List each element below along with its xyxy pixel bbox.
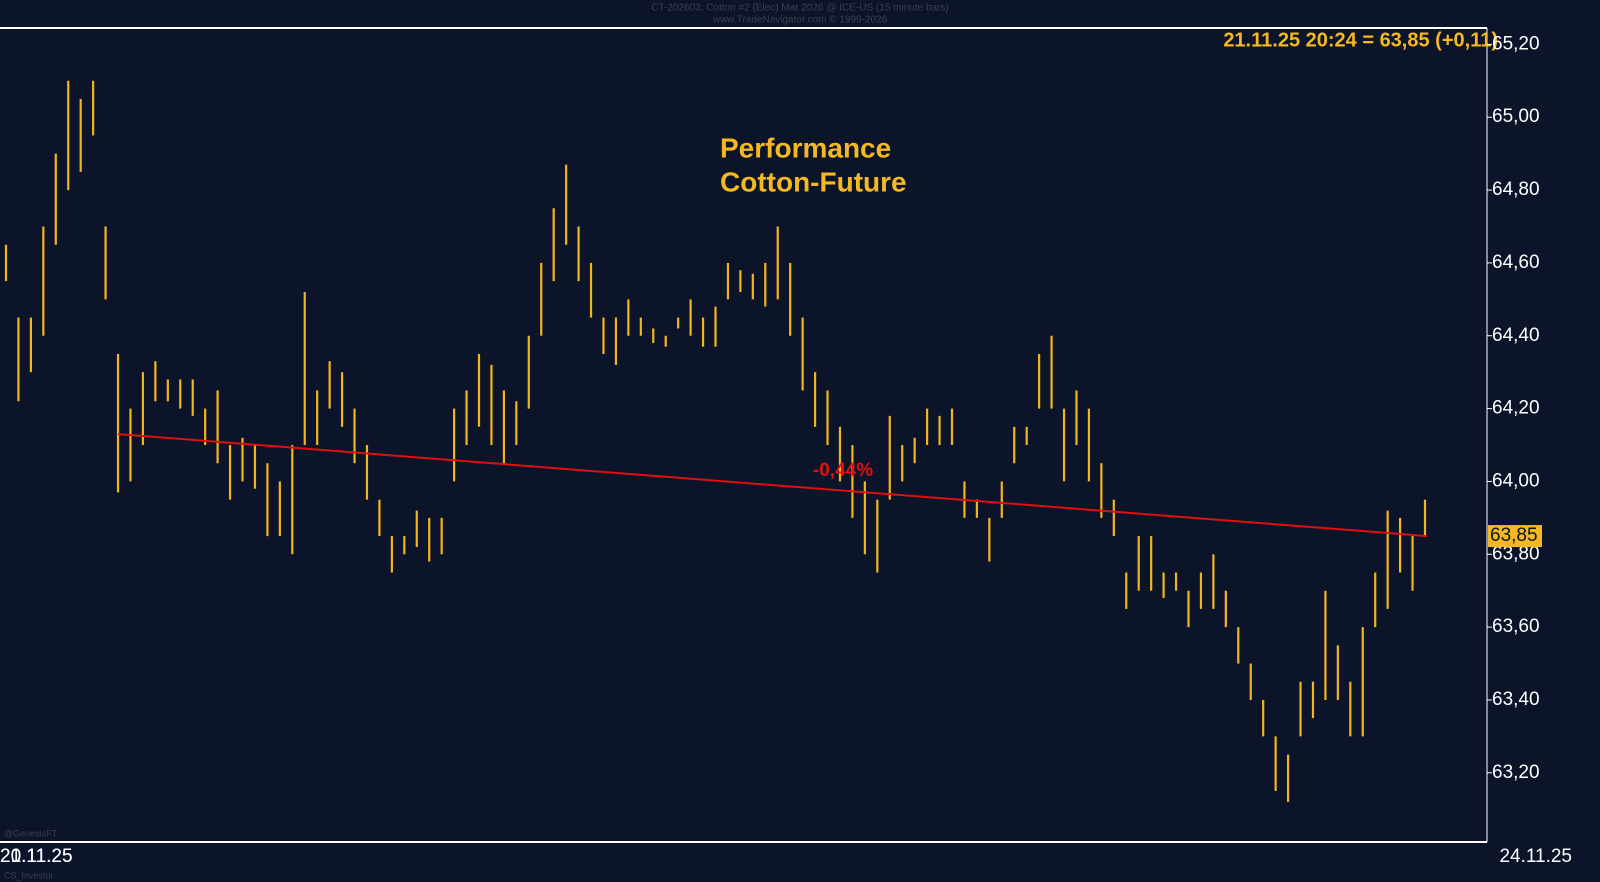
last-price-label: 63,85 (1490, 525, 1538, 546)
y-tick-label: 64,00 (1492, 470, 1540, 491)
footer: CS_Investor (4, 870, 54, 880)
x-tick-label: 20.11.25 (0, 846, 73, 867)
x-tick-label: 24.11.25 (1499, 846, 1572, 867)
y-tick-label: 64,20 (1492, 398, 1540, 419)
chart-title: Performance (720, 132, 891, 163)
y-tick-label: 63,60 (1492, 616, 1540, 637)
last-price-box (1488, 525, 1542, 548)
trend-label: -0,44% (813, 460, 873, 481)
y-tick-label: 64,60 (1492, 252, 1540, 273)
x-tick-label: 21.11.25 (0, 846, 73, 867)
header: CT-202603: Cotton #2 (Elec) Mar 2026 @ I… (651, 3, 949, 14)
trend-line (117, 433, 1428, 538)
y-tick-label: 63,20 (1492, 762, 1540, 783)
header: www.TradeNavigator.com © 1999-2026 (712, 15, 888, 26)
chart-title: Cotton-Future (720, 166, 907, 197)
y-tick-label: 64,40 (1492, 325, 1540, 346)
y-tick-label: 64,80 (1492, 179, 1540, 200)
y-tick-label: 63,40 (1492, 689, 1540, 710)
y-tick-label: 65,20 (1492, 33, 1540, 54)
y-tick-label: 63,80 (1492, 543, 1540, 564)
y-tick-label: 65,00 (1492, 106, 1540, 127)
footer: @GenesisFT (4, 828, 58, 838)
quote: 21.11.25 20:24 = 63,85 (+0,11) (1223, 29, 1498, 51)
